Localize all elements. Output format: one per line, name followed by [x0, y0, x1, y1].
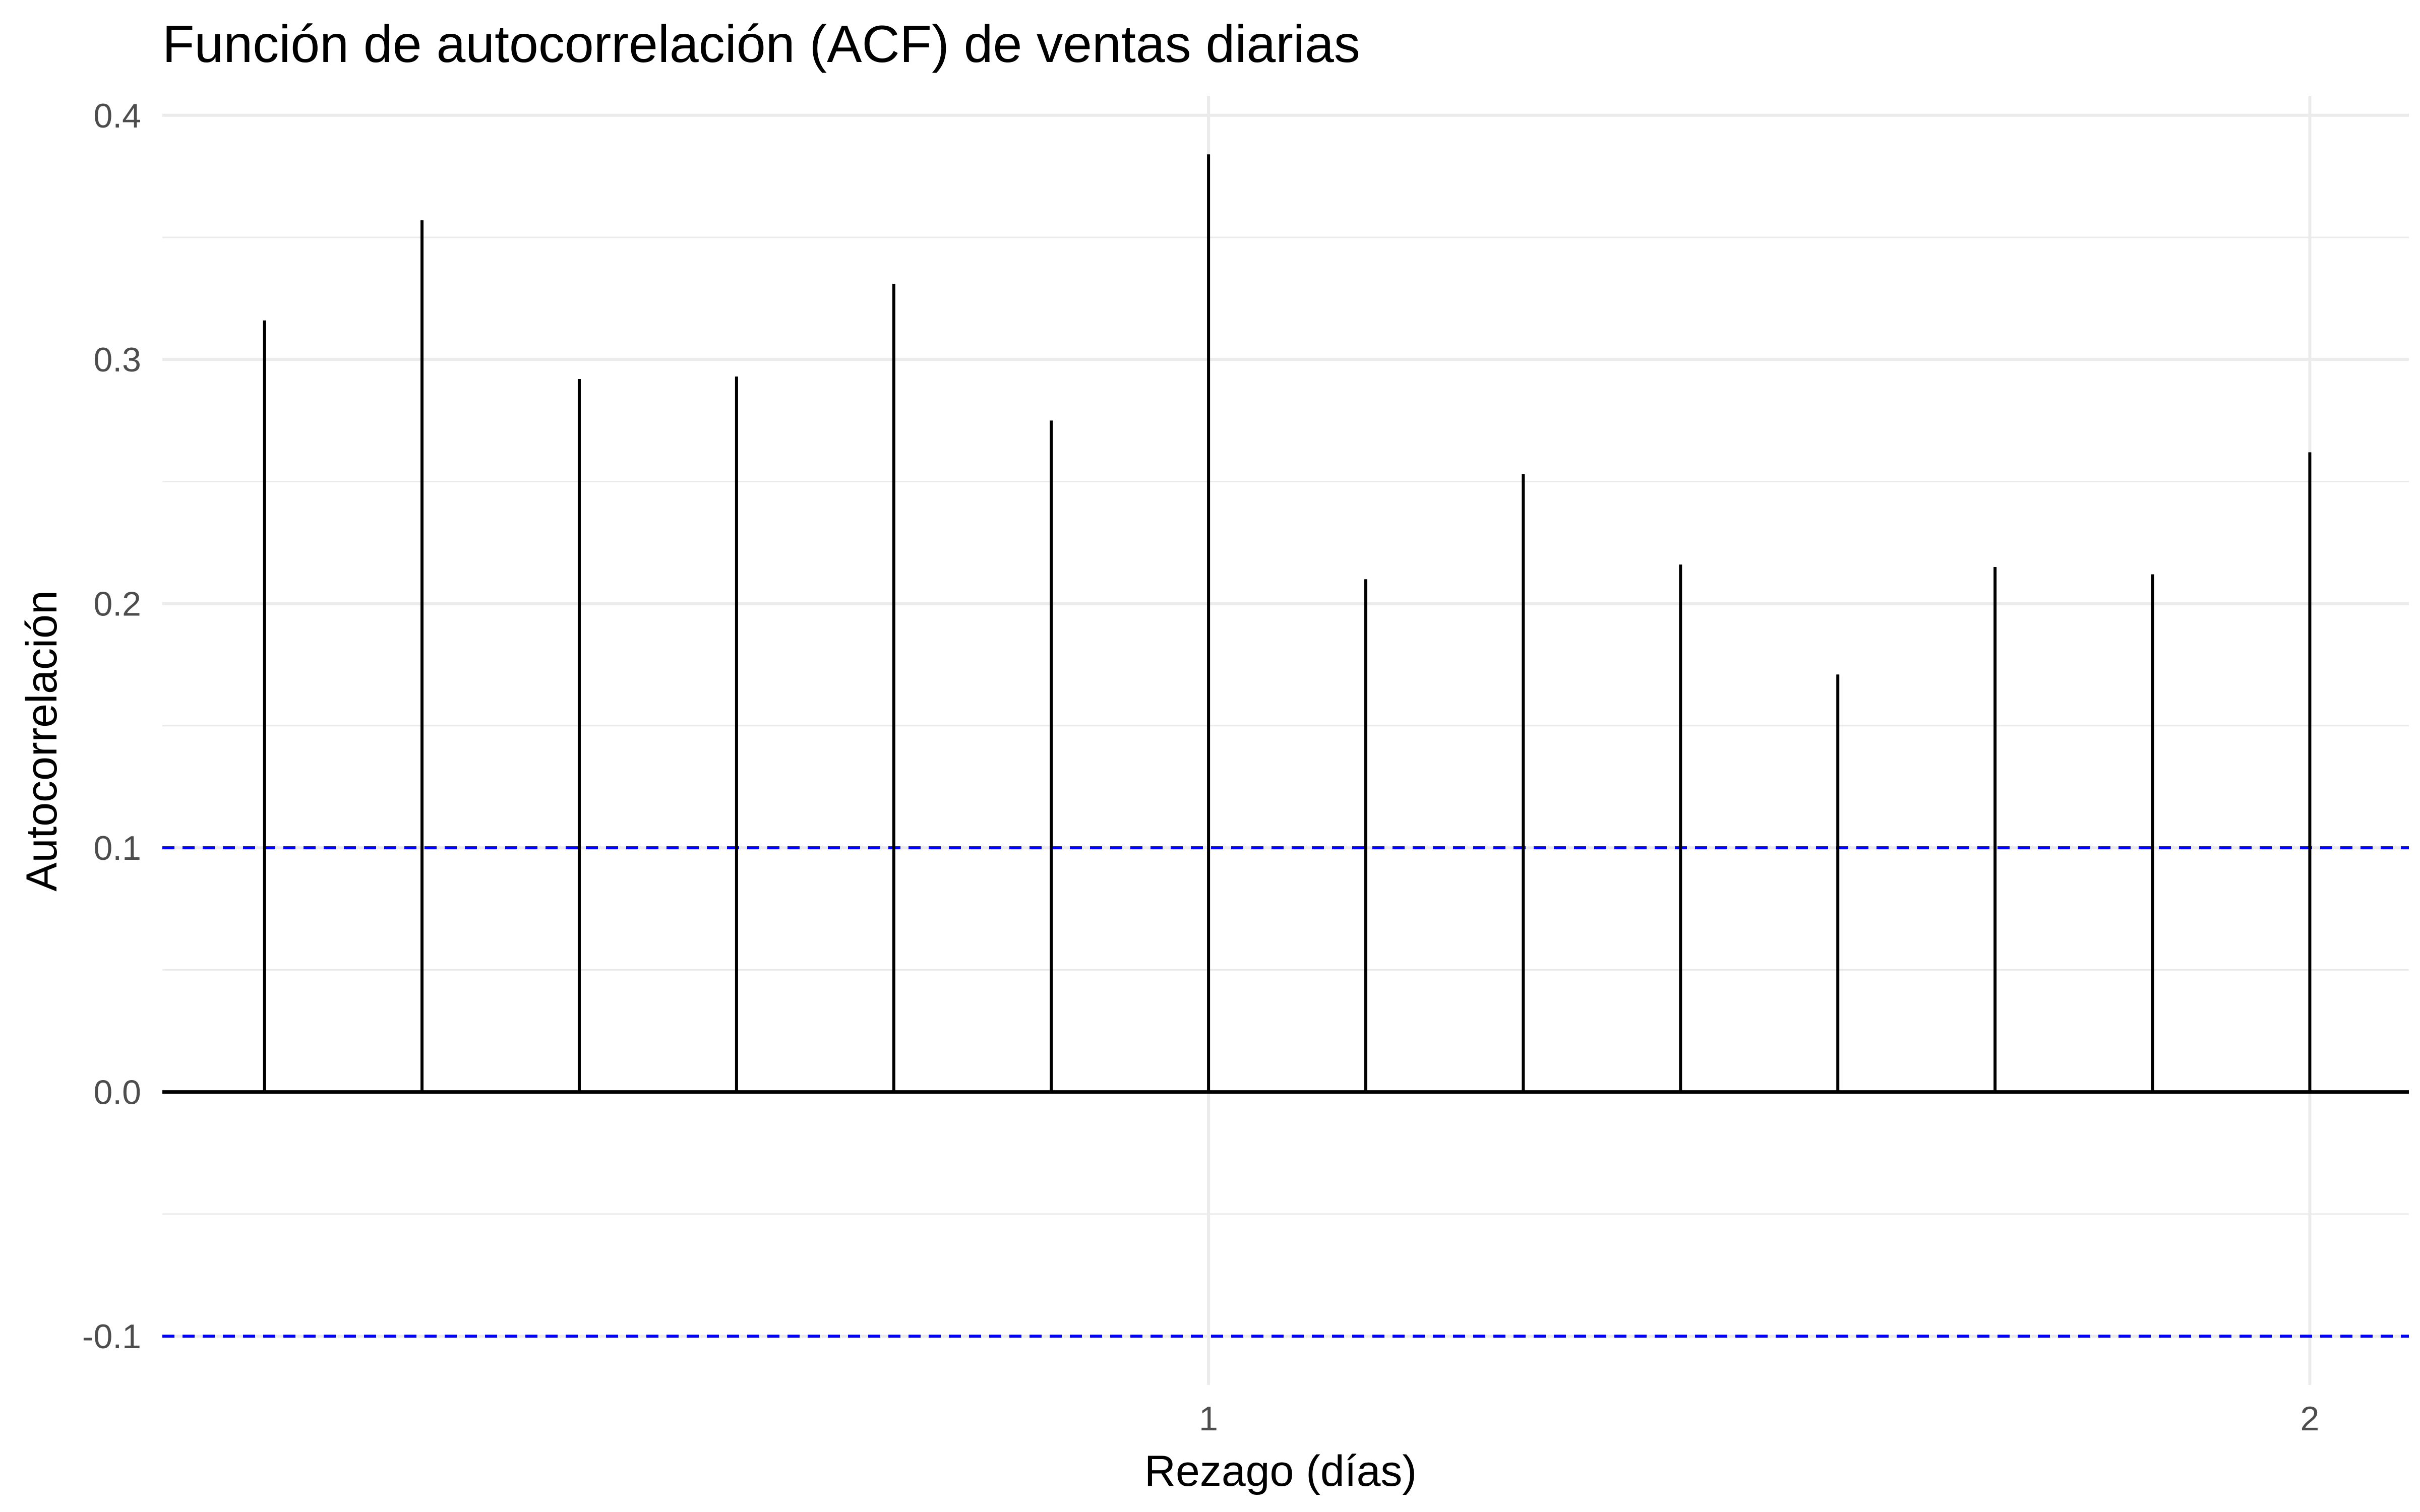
y-tick-label: -0.1 [82, 1317, 141, 1356]
x-axis-title: Rezago (días) [1144, 1447, 1417, 1495]
y-tick-label: 0.0 [93, 1074, 141, 1112]
x-tick-label: 2 [2300, 1400, 2319, 1438]
confidence-bounds [162, 846, 2409, 1338]
grid-lines [162, 96, 2409, 1385]
y-tick-label: 0.1 [93, 829, 141, 867]
y-tick-label: 0.3 [93, 341, 141, 379]
x-tick-label: 1 [1199, 1400, 1218, 1438]
y-axis-title: Autocorrelación [18, 590, 66, 892]
chart-title: Función de autocorrelación (ACF) de vent… [162, 15, 1360, 74]
y-tick-label: 0.4 [93, 97, 141, 135]
y-axis-ticks: -0.1 0.0 0.1 0.2 0.3 0.4 [82, 97, 141, 1356]
y-tick-label: 0.2 [93, 585, 141, 623]
acf-bars [263, 154, 2312, 1092]
